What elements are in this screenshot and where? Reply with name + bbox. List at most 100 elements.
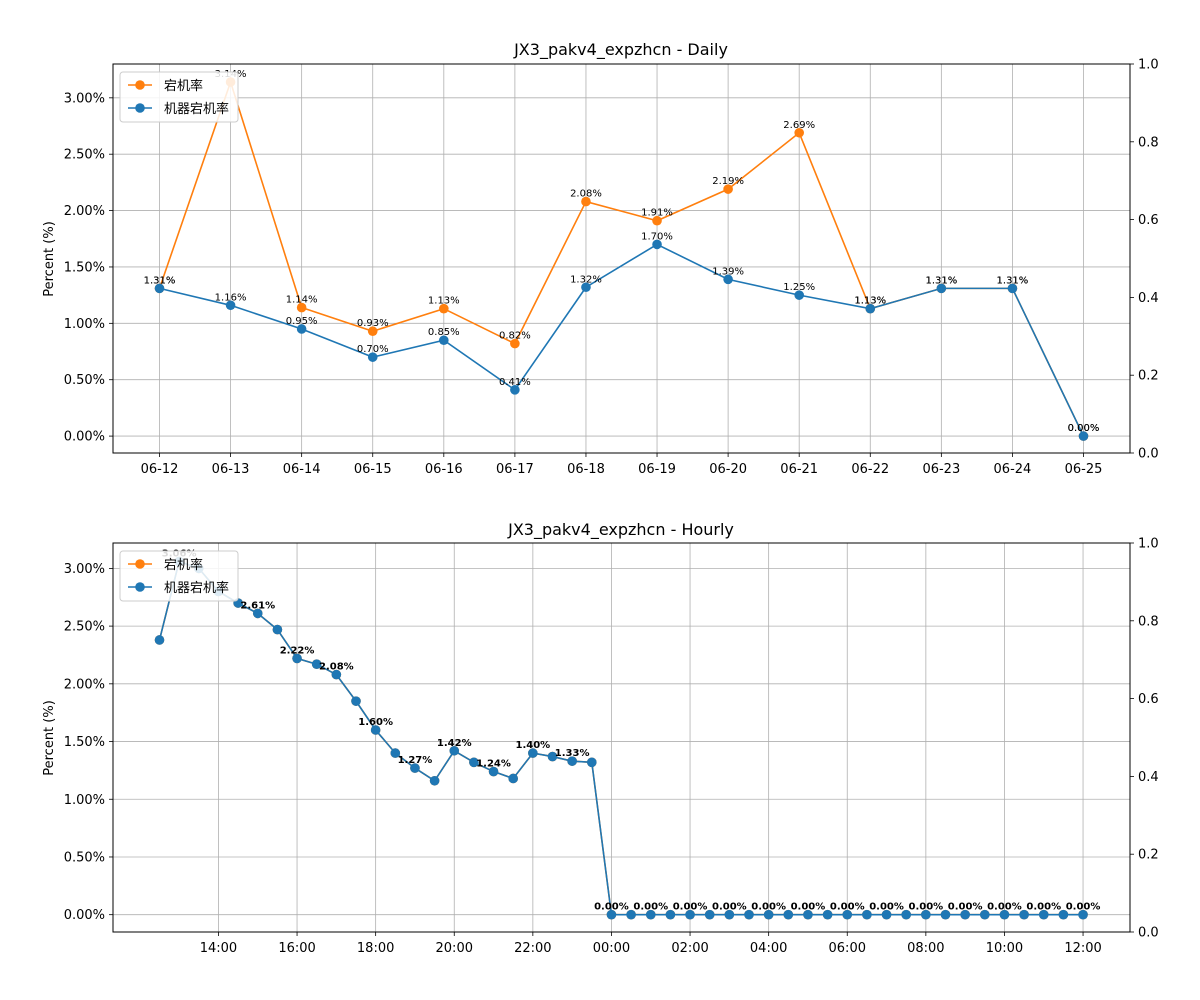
hourly-data-point — [606, 909, 617, 920]
hourly-data-label: 2.61% — [240, 600, 275, 611]
daily-data-labels: 1.31%3.14%1.14%0.93%1.13%0.82%2.08%1.91%… — [144, 69, 1100, 434]
daily-data-label: 1.31% — [997, 275, 1029, 286]
daily-ytick-label: 1.00% — [64, 317, 105, 332]
daily-right-ytick-label: 0.0 — [1138, 447, 1159, 462]
hourly-data-point — [587, 757, 597, 768]
daily-ytick-label: 0.50% — [64, 373, 105, 388]
daily-right-ytick-label: 0.8 — [1138, 135, 1159, 150]
hourly-data-point — [410, 763, 420, 773]
daily-data-label: 1.70% — [641, 231, 673, 242]
hourly-data-point — [803, 909, 813, 920]
daily-data-label: 1.31% — [925, 275, 957, 286]
hourly-data-point — [940, 909, 951, 920]
hourly-data-point — [547, 751, 558, 762]
hourly-data-label: 1.40% — [515, 740, 550, 751]
hourly-right-ytick-label: 0.2 — [1138, 848, 1159, 863]
daily-axes: 0.00% 0.50% 1.00% 1.50% 2.00% 2.50% 3.00% 06-12… — [64, 58, 1159, 478]
daily-data-label: 0.82% — [499, 331, 531, 342]
daily-data-label: 1.13% — [854, 296, 886, 307]
hourly-data-label: 0.00% — [594, 902, 629, 913]
daily-xtick-label: 06-25 — [1065, 462, 1103, 477]
daily-data-point — [296, 324, 307, 334]
daily-chart: JX3_pakv4_expzhcn - Daily Percent (%) 0.… — [42, 40, 1159, 477]
daily-plot-frame — [112, 63, 1131, 454]
hourly-data-point — [1038, 909, 1049, 920]
daily-y-axis-label: Percent (%) — [42, 221, 57, 297]
daily-legend-marker — [135, 80, 145, 90]
hourly-data-labels: 3.06%2.61%2.22%2.08%1.60%1.27%1.42%1.24%… — [162, 548, 1101, 912]
hourly-right-ytick-label: 0.6 — [1138, 692, 1159, 707]
daily-data-point — [865, 303, 876, 314]
daily-data-label: 1.13% — [854, 296, 886, 307]
hourly-data-point — [370, 725, 381, 735]
hourly-data-label: 2.08% — [319, 662, 354, 673]
daily-xtick-label: 06-12 — [141, 462, 179, 477]
hourly-data-point — [783, 909, 794, 920]
hourly-xtick-label: 22:00 — [514, 941, 551, 956]
daily-data-label: 0.93% — [357, 318, 389, 329]
daily-legend-label: 宕机率 — [164, 78, 203, 94]
daily-data-label: 1.31% — [925, 275, 957, 286]
hourly-xtick-label: 20:00 — [436, 941, 473, 956]
daily-data-point — [154, 283, 165, 294]
daily-data-point — [652, 215, 662, 226]
daily-data-point — [723, 184, 733, 194]
hourly-data-point — [960, 909, 970, 920]
daily-xtick-label: 06-22 — [851, 462, 889, 477]
hourly-xtick-label: 06:00 — [829, 941, 866, 956]
daily-data-point — [510, 338, 520, 349]
hourly-xtick-label: 10:00 — [986, 941, 1023, 956]
hourly-data-label: 1.33% — [555, 748, 590, 759]
hourly-data-point — [626, 909, 636, 920]
daily-data-point — [936, 283, 947, 294]
hourly-y-axis-label: Percent (%) — [42, 700, 57, 776]
hourly-data-point — [488, 766, 499, 777]
daily-xtick-label: 06-21 — [780, 462, 818, 477]
daily-data-point — [296, 302, 307, 313]
hourly-chart: JX3_pakv4_expzhcn - Hourly Percent (%) 0… — [42, 520, 1159, 956]
daily-data-point — [794, 127, 804, 138]
daily-data-label: 2.69% — [783, 120, 815, 131]
hourly-data-point — [685, 909, 695, 920]
hourly-data-point — [665, 909, 676, 920]
daily-data-point — [225, 300, 236, 311]
daily-xtick-label: 06-14 — [283, 462, 321, 477]
hourly-xtick-label: 02:00 — [671, 941, 708, 956]
daily-data-point — [510, 385, 520, 395]
daily-grid — [113, 64, 1130, 453]
daily-xtick-label: 06-17 — [496, 462, 534, 477]
daily-xtick-label: 06-20 — [709, 462, 747, 477]
hourly-data-label: 0.00% — [869, 902, 904, 913]
hourly-data-label: 1.60% — [358, 717, 393, 728]
hourly-data-point — [528, 748, 538, 758]
hourly-data-point — [252, 608, 263, 619]
hourly-data-label: 1.42% — [437, 738, 472, 749]
hourly-data-point — [154, 635, 165, 645]
hourly-ytick-label: 1.50% — [64, 735, 105, 750]
hourly-series-line — [158, 560, 1084, 916]
hourly-data-point — [311, 659, 322, 670]
daily-xtick-label: 06-13 — [212, 462, 250, 477]
daily-data-label: 1.25% — [783, 282, 815, 293]
daily-right-ytick-label: 1.0 — [1138, 58, 1159, 73]
daily-data-label: 0.85% — [428, 327, 460, 338]
hourly-right-ytick-label: 0.8 — [1138, 614, 1159, 629]
hourly-right-ytick-label: 0.4 — [1138, 770, 1159, 785]
hourly-series-line — [158, 560, 1084, 916]
hourly-data-point — [980, 909, 990, 920]
hourly-data-point — [999, 909, 1010, 920]
daily-data-label: 1.39% — [712, 266, 744, 277]
hourly-legend-label: 宕机率 — [164, 557, 203, 573]
hourly-data-point — [744, 909, 754, 920]
daily-data-label: 2.08% — [570, 189, 602, 200]
hourly-data-label: 1.27% — [398, 755, 433, 766]
hourly-data-point — [862, 909, 872, 920]
daily-data-label: 1.31% — [144, 275, 176, 286]
hourly-legend-marker — [135, 559, 145, 569]
hourly-xtick-label: 18:00 — [357, 941, 394, 956]
hourly-data-point — [842, 909, 853, 920]
daily-xtick-label: 06-18 — [567, 462, 605, 477]
hourly-ytick-label: 1.00% — [64, 793, 105, 808]
daily-data-label: 1.31% — [997, 275, 1029, 286]
hourly-data-point — [901, 909, 911, 920]
